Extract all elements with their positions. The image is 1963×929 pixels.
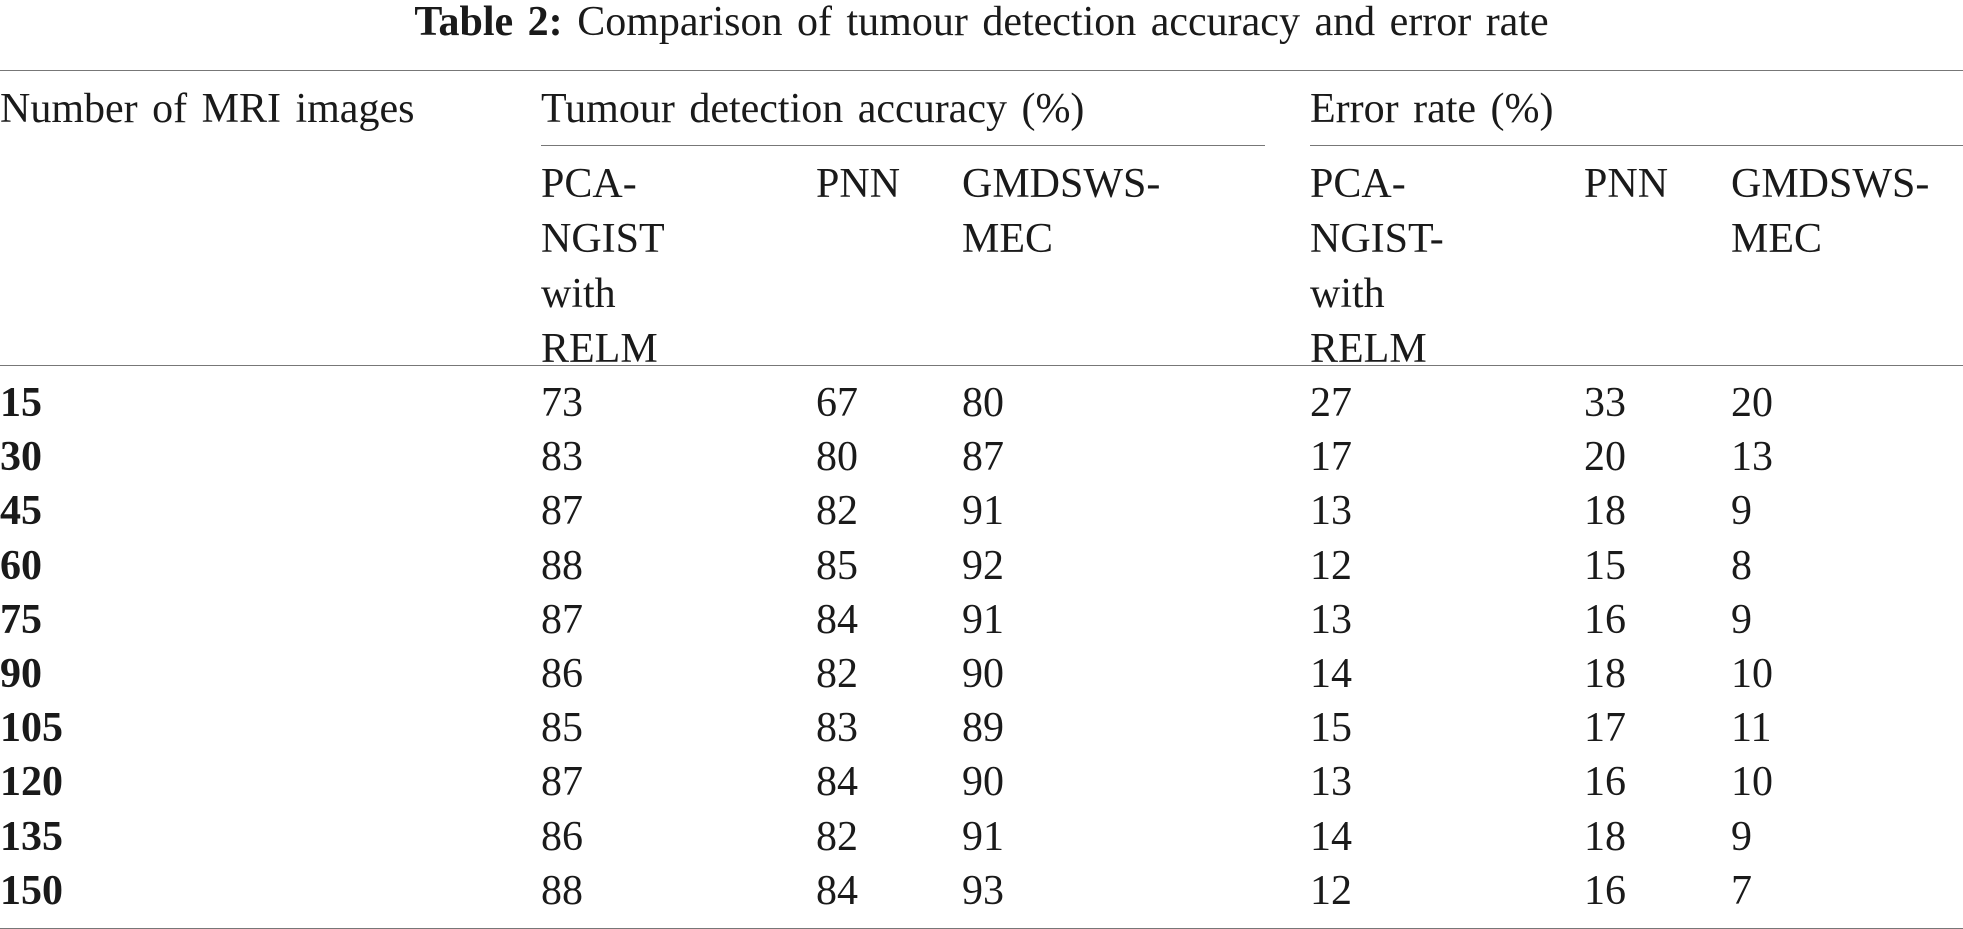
table-cell: 73 xyxy=(541,380,583,426)
table-cell: 16 xyxy=(1584,868,1626,914)
table-cell: 85 xyxy=(816,543,858,589)
table-cell: 14 xyxy=(1310,814,1352,860)
table-row-label: 15 xyxy=(0,380,42,426)
table-cell: 80 xyxy=(816,434,858,480)
table-row-label: 120 xyxy=(0,759,63,805)
table-row-label: 135 xyxy=(0,814,63,860)
table-cell: 80 xyxy=(962,380,1004,426)
table-cell: 92 xyxy=(962,543,1004,589)
table-cell: 86 xyxy=(541,814,583,860)
table-cell: 13 xyxy=(1310,488,1352,534)
table-cell: 13 xyxy=(1731,434,1773,480)
table-caption-label: Table 2: xyxy=(414,0,563,45)
group-header-error-rate: Error rate (%) xyxy=(1310,86,1554,132)
table-top-rule xyxy=(0,70,1963,71)
table-cell: 85 xyxy=(541,705,583,751)
table-cell: 89 xyxy=(962,705,1004,751)
table-cell: 18 xyxy=(1584,814,1626,860)
table-cell: 91 xyxy=(962,814,1004,860)
table-row-label: 45 xyxy=(0,488,42,534)
table-cell: 84 xyxy=(816,868,858,914)
table-cell: 10 xyxy=(1731,759,1773,805)
table-cell: 18 xyxy=(1584,488,1626,534)
table-cell: 15 xyxy=(1584,543,1626,589)
table-cell: 87 xyxy=(962,434,1004,480)
table-cell: 20 xyxy=(1584,434,1626,480)
table-cell: 82 xyxy=(816,488,858,534)
table-cell: 82 xyxy=(816,814,858,860)
table-cell: 13 xyxy=(1310,759,1352,805)
table-cell: 93 xyxy=(962,868,1004,914)
table-cell: 11 xyxy=(1731,705,1772,751)
table-cell: 16 xyxy=(1584,597,1626,643)
table-row-label: 30 xyxy=(0,434,42,480)
error-group-rule xyxy=(1310,145,1963,146)
column-header-error-pnn: PNN xyxy=(1584,161,1669,207)
table-caption-text: Comparison of tumour detection accuracy … xyxy=(577,0,1549,45)
table-cell: 83 xyxy=(816,705,858,751)
group-header-accuracy: Tumour detection accuracy (%) xyxy=(541,86,1085,132)
column-header-accuracy-pnn: PNN xyxy=(816,161,901,207)
table-cell: 12 xyxy=(1310,543,1352,589)
table-cell: 33 xyxy=(1584,380,1626,426)
table-cell: 87 xyxy=(541,597,583,643)
header-bottom-rule xyxy=(0,365,1963,366)
table-cell: 7 xyxy=(1731,868,1752,914)
table-cell: 20 xyxy=(1731,380,1773,426)
table-cell: 87 xyxy=(541,759,583,805)
table-cell: 8 xyxy=(1731,543,1752,589)
table-row-label: 105 xyxy=(0,705,63,751)
row-header: Number of MRI images xyxy=(0,86,415,132)
table-cell: 27 xyxy=(1310,380,1352,426)
table-cell: 16 xyxy=(1584,759,1626,805)
table-cell: 86 xyxy=(541,651,583,697)
table-cell: 9 xyxy=(1731,814,1752,860)
accuracy-group-rule xyxy=(541,145,1265,146)
table-cell: 91 xyxy=(962,597,1004,643)
column-header-error-pca-ngist: PCA- NGIST- with RELM xyxy=(1310,161,1444,372)
table-cell: 15 xyxy=(1310,705,1352,751)
table-cell: 17 xyxy=(1310,434,1352,480)
table-cell: 9 xyxy=(1731,597,1752,643)
table-cell: 84 xyxy=(816,597,858,643)
table-cell: 83 xyxy=(541,434,583,480)
table-cell: 14 xyxy=(1310,651,1352,697)
table-cell: 12 xyxy=(1310,868,1352,914)
column-header-accuracy-pca-ngist: PCA- NGIST with RELM xyxy=(541,161,665,372)
table-cell: 9 xyxy=(1731,488,1752,534)
table-row-label: 150 xyxy=(0,868,63,914)
table-caption: Table 2: Comparison of tumour detection … xyxy=(0,0,1963,44)
table-row-label: 90 xyxy=(0,651,42,697)
table-cell: 67 xyxy=(816,380,858,426)
table-cell: 88 xyxy=(541,868,583,914)
table-cell: 90 xyxy=(962,759,1004,805)
table-row-label: 75 xyxy=(0,597,42,643)
column-header-accuracy-gmdsws: GMDSWS- MEC xyxy=(962,161,1161,262)
column-header-error-gmdsws: GMDSWS- MEC xyxy=(1731,161,1930,262)
table-cell: 13 xyxy=(1310,597,1352,643)
table-cell: 87 xyxy=(541,488,583,534)
table-cell: 10 xyxy=(1731,651,1773,697)
table-cell: 82 xyxy=(816,651,858,697)
table-cell: 90 xyxy=(962,651,1004,697)
table-cell: 84 xyxy=(816,759,858,805)
table-row-label: 60 xyxy=(0,543,42,589)
table-cell: 88 xyxy=(541,543,583,589)
table-cell: 91 xyxy=(962,488,1004,534)
table-cell: 17 xyxy=(1584,705,1626,751)
table-cell: 18 xyxy=(1584,651,1626,697)
